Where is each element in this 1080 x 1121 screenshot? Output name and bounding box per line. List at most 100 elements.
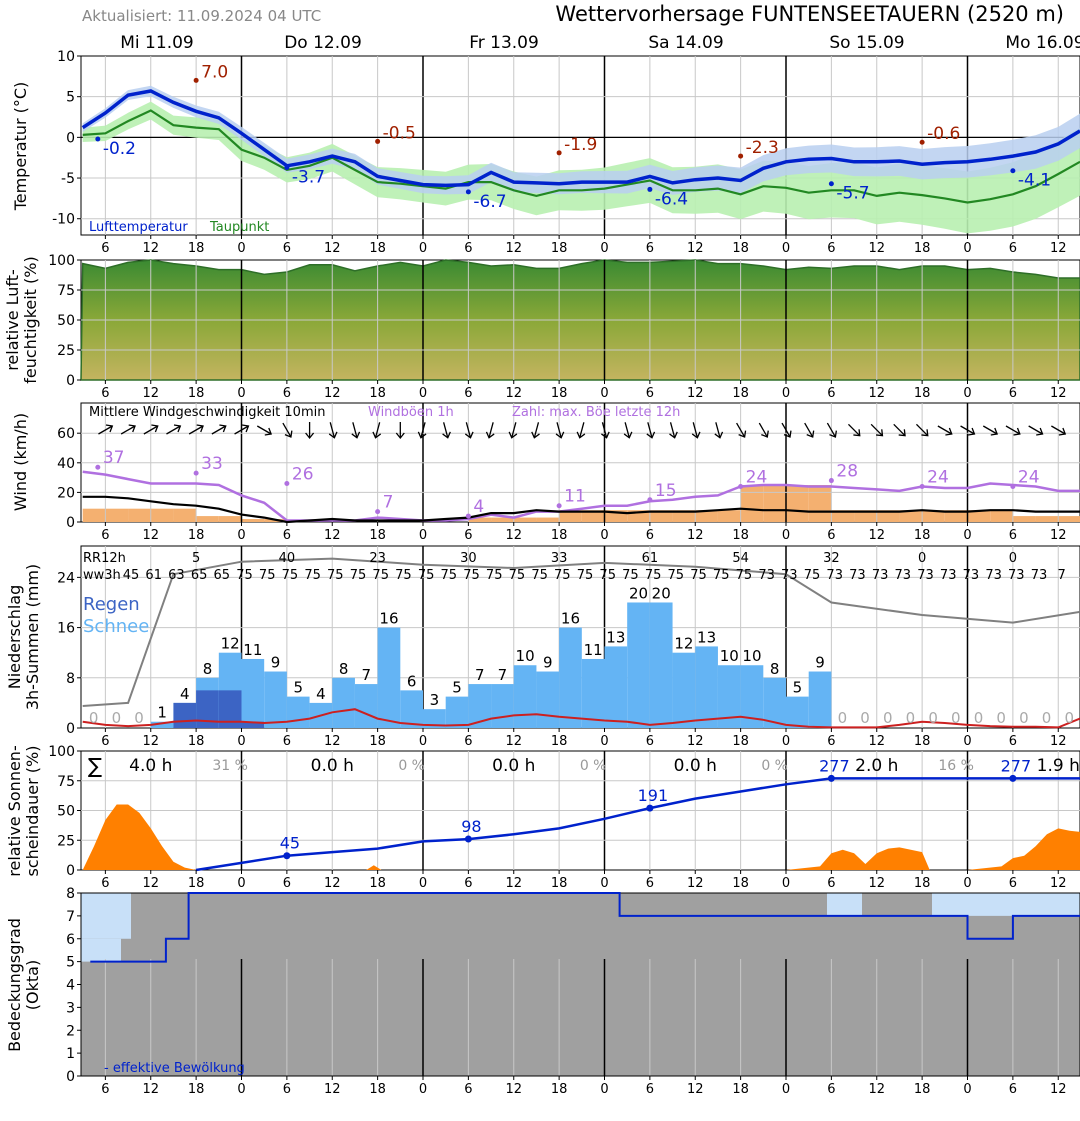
arrow-shaft — [188, 425, 204, 435]
wind-direction-arrow — [1005, 425, 1021, 436]
wind-direction-arrow — [442, 422, 451, 439]
ww3h-code: 75 — [599, 568, 616, 583]
precip-amount-label: 13 — [606, 628, 625, 646]
arrow-head — [761, 430, 769, 438]
x-tick-label: 18 — [732, 241, 749, 256]
max-gust-label: 37 — [103, 448, 125, 468]
x-tick-label: 12 — [1050, 528, 1067, 543]
arrow-head — [990, 427, 999, 436]
x-tick-label: 18 — [188, 876, 205, 891]
arrow-shaft — [804, 422, 814, 438]
y-tick-label: 60 — [57, 426, 75, 442]
daily-sunshine-hours: 4.0 h — [129, 756, 172, 776]
wind-bar — [808, 485, 832, 522]
wind-axis-label: Wind (km/h) — [11, 413, 30, 511]
precip-amount-label: 9 — [815, 654, 825, 672]
sunshine-panel: relative Sonnen- scheindauer (%) 45 98 191… — [5, 744, 1080, 891]
x-tick-label: 6 — [283, 241, 291, 256]
arrow-shaft — [329, 422, 335, 438]
arrow-shaft — [488, 422, 494, 438]
x-tick-label: 0 — [419, 241, 427, 256]
snow-bar — [354, 684, 378, 728]
precip-amount-label: 20 — [652, 584, 671, 602]
wind-bar — [150, 508, 174, 522]
snow-bar — [423, 709, 446, 728]
y-tick-label: 24 — [57, 570, 75, 586]
min-temp-label: -0.2 — [103, 139, 136, 159]
ww3h-code: 75 — [509, 568, 526, 583]
arrow-shaft — [1005, 425, 1021, 435]
wind-bar — [468, 517, 492, 522]
daily-sunshine-hours: 1.9 h — [1037, 756, 1080, 776]
y-tick-label: 100 — [48, 744, 75, 760]
precip-amount-label: 1 — [157, 704, 167, 722]
snow-bar — [649, 602, 673, 728]
x-tick-label: 12 — [687, 734, 704, 749]
snow-bar — [672, 652, 696, 728]
daily-sunshine-percent: 0 % — [580, 758, 607, 774]
arrow-shaft — [352, 422, 358, 438]
wind-direction-arrow — [305, 422, 315, 440]
precip-zero-label: 0 — [112, 709, 122, 727]
max-gust-label: 28 — [836, 462, 858, 482]
wind-bar — [1058, 516, 1080, 522]
y-tick-label: 25 — [57, 833, 75, 849]
y-tick-label: 2 — [66, 1023, 75, 1039]
ww3h-code: 75 — [531, 568, 548, 583]
daily-sunshine-percent: 0 % — [761, 758, 788, 774]
y-tick-label: 5 — [66, 955, 75, 971]
ww3h-code: 75 — [690, 568, 707, 583]
x-tick-label: 6 — [101, 241, 109, 256]
x-tick-label: 0 — [782, 241, 790, 256]
max-gust-point — [375, 509, 381, 515]
x-tick-label: 18 — [369, 528, 386, 543]
clear-sky-patch — [827, 893, 862, 916]
precip-amount-label: 11 — [243, 641, 262, 659]
x-tick-label: 0 — [782, 386, 790, 401]
daily-sunshine-hours: 0.0 h — [674, 756, 717, 776]
cumulative-sunshine-label: 277 — [819, 756, 850, 775]
arrow-head — [853, 429, 861, 437]
arrow-shaft — [870, 423, 883, 437]
arrow-head — [691, 431, 701, 439]
mean-wind-line — [82, 495, 1080, 524]
arrow-shaft — [758, 422, 768, 438]
wind-bar — [513, 517, 537, 522]
arrow-head — [714, 431, 724, 439]
x-tick-label: 12 — [142, 241, 159, 256]
snow-bar — [150, 721, 174, 728]
max-gust-point — [738, 483, 744, 489]
x-tick-label: 18 — [551, 876, 568, 891]
x-tick-label: 12 — [324, 734, 341, 749]
x-tick-label: 6 — [646, 241, 654, 256]
arrow-shaft — [511, 422, 517, 438]
rr12h-value: 0 — [1009, 551, 1017, 566]
arrow-shaft — [960, 425, 975, 435]
cumulative-sunshine-label: 98 — [461, 817, 481, 836]
y-tick-label: 7 — [66, 909, 75, 925]
wind-bar — [854, 510, 877, 522]
arrow-head — [442, 431, 451, 439]
arrow-head — [623, 431, 633, 439]
cumulative-sunshine-point — [827, 774, 835, 782]
total-cloud-area — [81, 893, 1080, 1076]
arrow-head — [219, 424, 227, 433]
arrow-shaft — [98, 425, 113, 435]
arrow-head — [783, 430, 792, 438]
daily-sunshine-hours: 2.0 h — [855, 756, 898, 776]
arrow-head — [1058, 427, 1067, 436]
x-tick-label: 12 — [1050, 734, 1067, 749]
max-gust-point — [828, 478, 834, 484]
precip-amount-label: 11 — [584, 641, 603, 659]
min-temp-label: -6.4 — [655, 189, 688, 209]
x-tick-label: 18 — [914, 528, 931, 543]
wind-direction-arrow — [372, 422, 382, 439]
legend-taupunkt: Taupunkt — [209, 220, 269, 235]
rr12h-value: 61 — [642, 551, 659, 566]
dewpoint-line — [82, 109, 1080, 204]
wind-bar — [876, 510, 900, 522]
precip-amount-label: 12 — [221, 635, 240, 653]
precip-zero-label: 0 — [1042, 709, 1052, 727]
x-tick-label: 6 — [827, 241, 835, 256]
wind-bar — [241, 519, 265, 522]
